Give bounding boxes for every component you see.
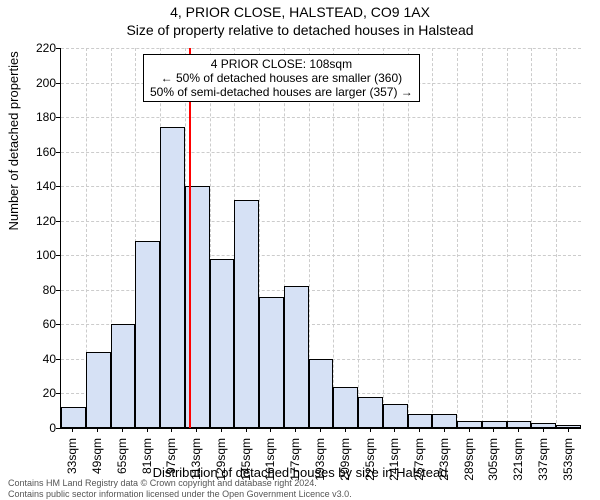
histogram-bar [284, 286, 309, 428]
histogram-bar [160, 127, 185, 428]
y-tick-label: 60 [16, 317, 56, 331]
x-tick-label: 257sqm [412, 438, 426, 481]
annotation-line: ← 50% of detached houses are smaller (36… [150, 71, 413, 85]
x-tick-label: 289sqm [462, 438, 476, 481]
y-tick-label: 40 [16, 352, 56, 366]
y-tick-label: 180 [16, 110, 56, 124]
x-tick-label: 33sqm [65, 438, 79, 474]
y-tick-label: 80 [16, 283, 56, 297]
y-tick-label: 200 [16, 76, 56, 90]
histogram-bar [408, 414, 433, 428]
histogram-bar [234, 200, 259, 428]
title-subtitle: Size of property relative to detached ho… [0, 22, 600, 38]
histogram-bar [556, 425, 581, 428]
histogram-bar [210, 259, 235, 428]
x-tick-label: 145sqm [239, 438, 253, 481]
annotation-line: 4 PRIOR CLOSE: 108sqm [150, 57, 413, 71]
y-tick-label: 20 [16, 386, 56, 400]
histogram-bar [531, 423, 556, 428]
histogram-bar [457, 421, 482, 428]
x-tick-label: 113sqm [189, 438, 203, 480]
footer-line-1: Contains HM Land Registry data © Crown c… [8, 478, 352, 488]
histogram-bar [358, 397, 383, 428]
x-tick-label: 321sqm [511, 438, 525, 481]
plot-area: 4 PRIOR CLOSE: 108sqm← 50% of detached h… [60, 48, 581, 429]
x-tick-label: 97sqm [164, 438, 178, 474]
x-tick-label: 241sqm [387, 438, 401, 481]
y-tick-label: 220 [16, 41, 56, 55]
x-tick-label: 49sqm [90, 438, 104, 474]
footer-attribution: Contains HM Land Registry data © Crown c… [8, 478, 352, 499]
y-tick-label: 120 [16, 214, 56, 228]
histogram-bar [111, 324, 136, 428]
histogram-bar [309, 359, 334, 428]
annotation-line: 50% of semi-detached houses are larger (… [150, 85, 413, 99]
histogram-bar [86, 352, 111, 428]
y-tick-label: 140 [16, 179, 56, 193]
y-tick-label: 160 [16, 145, 56, 159]
histogram-bar [482, 421, 507, 428]
x-tick-label: 225sqm [363, 438, 377, 481]
histogram-bar [61, 407, 86, 428]
histogram-bar [507, 421, 532, 428]
x-tick-label: 273sqm [437, 438, 451, 481]
histogram-bar [333, 387, 358, 428]
x-tick-label: 161sqm [263, 438, 277, 481]
histogram-bar [432, 414, 457, 428]
x-tick-label: 209sqm [338, 438, 352, 481]
x-tick-label: 81sqm [140, 438, 154, 474]
footer-line-2: Contains public sector information licen… [8, 489, 352, 499]
x-tick-label: 353sqm [561, 438, 575, 481]
histogram-bar [135, 241, 160, 428]
title-address: 4, PRIOR CLOSE, HALSTEAD, CO9 1AX [0, 4, 600, 20]
histogram-bar [259, 297, 284, 428]
x-tick-label: 65sqm [115, 438, 129, 474]
y-tick-label: 0 [16, 421, 56, 435]
x-tick-label: 305sqm [486, 438, 500, 481]
x-tick-label: 193sqm [313, 438, 327, 481]
chart-container: { "titles": { "line1": "4, PRIOR CLOSE, … [0, 0, 600, 500]
histogram-bar [383, 404, 408, 428]
y-tick-label: 100 [16, 248, 56, 262]
x-tick-label: 177sqm [288, 438, 302, 481]
x-tick-label: 129sqm [214, 438, 228, 481]
x-tick-label: 337sqm [536, 438, 550, 481]
annotation-box: 4 PRIOR CLOSE: 108sqm← 50% of detached h… [143, 54, 420, 102]
